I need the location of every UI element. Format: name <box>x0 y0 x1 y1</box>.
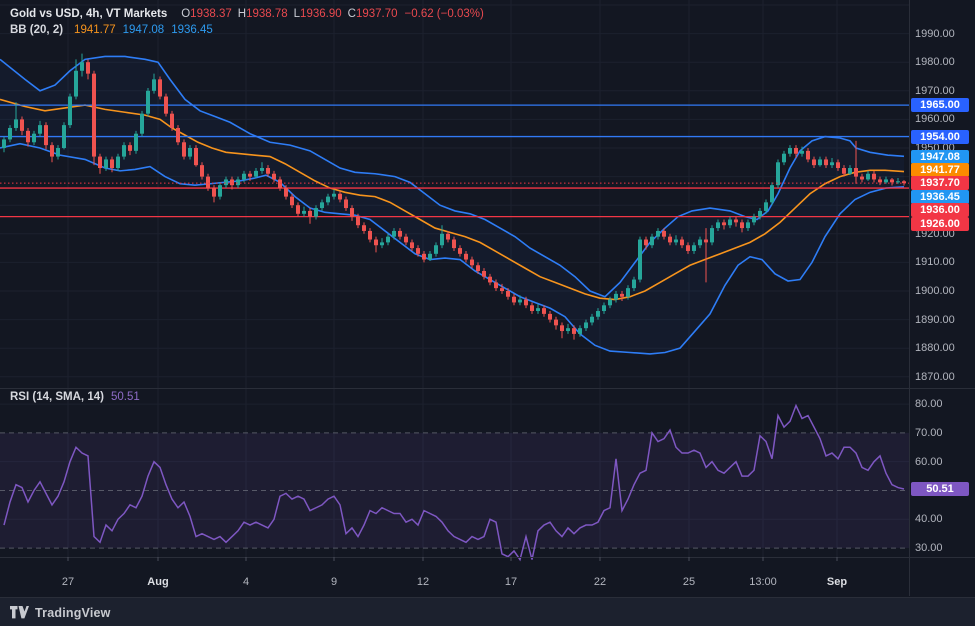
candles-layer <box>2 53 906 340</box>
footer-bar: TradingView <box>0 597 975 626</box>
time-axis-label: 17 <box>504 576 518 588</box>
rsi-axis-label: 70.00 <box>915 426 943 439</box>
price-badge: 1936.45 <box>911 189 969 204</box>
rsi-current-value: 50.51 <box>110 391 140 403</box>
price-axis-label: 1990.00 <box>915 27 955 40</box>
grid-layer <box>0 0 909 557</box>
rsi-axis-label: 40.00 <box>915 513 943 526</box>
price-badge: 1937.70 <box>911 176 969 190</box>
price-levels-layer <box>0 104 909 218</box>
price-axis-label: 1900.00 <box>915 285 955 297</box>
price-badge: 1954.00 <box>911 129 969 144</box>
bb-indicator-title[interactable]: BB (20, 2) <box>10 24 64 36</box>
price-badge: 1965.00 <box>911 98 969 112</box>
rsi-axis-label: 80.00 <box>915 398 943 411</box>
time-axis-label: 27 <box>61 576 75 588</box>
symbol-title[interactable]: Gold vs USD, 4h, VT Markets <box>10 8 168 20</box>
price-axis-label: 1970.00 <box>915 84 955 97</box>
open-value: 1938.37 <box>190 8 232 20</box>
pane-frame-layer <box>0 0 975 596</box>
tradingview-logo[interactable]: TradingView <box>10 606 111 620</box>
price-axis-label: 1920.00 <box>915 227 955 240</box>
price-axis-label: 1890.00 <box>915 313 955 326</box>
price-badge: 1936.00 <box>911 203 969 217</box>
rsi-legend: RSI (14, SMA, 14) 50.51 <box>10 391 140 403</box>
price-axis-label: 1910.00 <box>915 256 955 269</box>
time-axis-label: Sep <box>826 576 848 588</box>
bollinger-bands-layer <box>0 55 905 355</box>
time-axis-label: 12 <box>416 576 430 588</box>
bb-lower-value: 1936.45 <box>171 24 213 36</box>
price-axis-label: 1880.00 <box>915 342 955 355</box>
main-legend: Gold vs USD, 4h, VT Markets O1938.37 H1938… <box>10 6 484 38</box>
close-label: C <box>347 8 356 20</box>
bb-upper-value: 1947.08 <box>122 24 165 36</box>
rsi-indicator-title[interactable]: RSI (14, SMA, 14) <box>10 391 104 403</box>
price-badge: 1941.77 <box>911 163 969 177</box>
symbol-legend-row: Gold vs USD, 4h, VT Markets O1938.37 H1938… <box>10 6 484 22</box>
price-axis-label: 1960.00 <box>915 113 955 126</box>
low-value: 1936.90 <box>300 8 342 20</box>
rsi-axis-label: 60.00 <box>915 455 943 468</box>
high-label: H <box>237 8 247 20</box>
close-value: 1937.70 <box>355 8 398 20</box>
time-axis-label: 4 <box>242 576 250 588</box>
tradingview-logo-text: TradingView <box>35 605 111 620</box>
open-label: O <box>181 8 191 20</box>
low-label: L <box>293 8 301 20</box>
price-badge: 50.51 <box>911 482 969 496</box>
price-badge: 1926.00 <box>911 216 969 231</box>
time-axis-label: Aug <box>147 576 169 588</box>
time-axis-label: 22 <box>593 576 607 588</box>
time-axis-label: 13:00 <box>749 576 777 588</box>
high-value: 1938.78 <box>246 8 288 20</box>
rsi-line-layer <box>3 403 905 562</box>
price-axis-label: 1870.00 <box>915 370 955 383</box>
price-badge: 1947.08 <box>911 149 969 164</box>
bb-basis-value: 1941.77 <box>74 24 116 36</box>
price-axis-label: 1980.00 <box>915 56 955 69</box>
time-axis-label: 9 <box>330 576 338 588</box>
change-value: −0.62 (−0.03%) <box>404 8 484 20</box>
time-axis-label: 25 <box>682 576 696 588</box>
price-axis[interactable] <box>910 0 975 557</box>
tradingview-logo-icon <box>10 606 29 619</box>
bb-legend-row: BB (20, 2) 1941.77 1947.08 1936.45 <box>10 22 484 38</box>
rsi-axis-label: 30.00 <box>915 542 943 555</box>
